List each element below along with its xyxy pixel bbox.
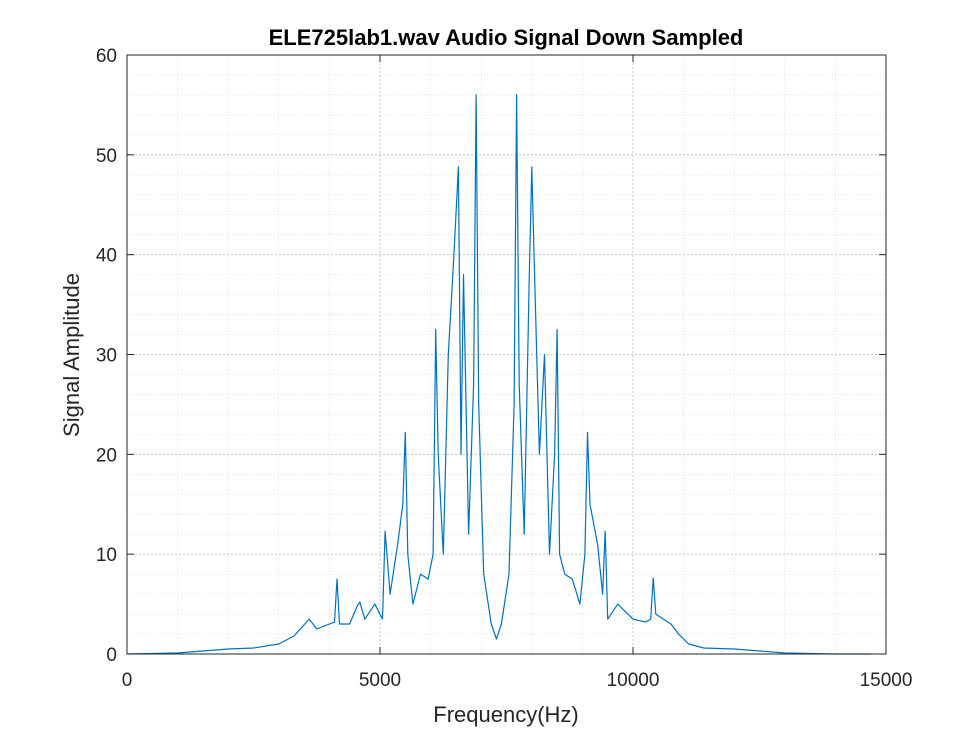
x-tick-label: 0 bbox=[122, 670, 133, 691]
y-tick-label: 30 bbox=[96, 346, 117, 367]
y-tick-label: 60 bbox=[96, 46, 117, 67]
y-tick-label: 50 bbox=[96, 146, 117, 167]
y-tick-labels: 0 10 20 30 40 50 60 bbox=[96, 46, 117, 666]
y-tick-label: 40 bbox=[96, 246, 117, 267]
x-tick-label: 10000 bbox=[607, 670, 660, 691]
series-line bbox=[126, 94, 871, 655]
y-tick-label: 20 bbox=[96, 445, 117, 466]
y-axis-label: Signal Amplitude bbox=[59, 273, 84, 437]
y-tick-label: 0 bbox=[106, 645, 117, 666]
y-tick-label: 10 bbox=[96, 545, 117, 566]
x-tick-label: 15000 bbox=[860, 670, 913, 691]
x-tick-label: 5000 bbox=[359, 670, 401, 691]
tick-marks bbox=[126, 54, 887, 655]
chart-title: ELE725lab1.wav Audio Signal Down Sampled bbox=[269, 25, 744, 50]
x-axis-label: Frequency(Hz) bbox=[433, 702, 578, 727]
series-layer bbox=[126, 94, 871, 655]
x-tick-labels: 0 5000 10000 15000 bbox=[122, 670, 913, 691]
minor-grid bbox=[127, 55, 886, 654]
